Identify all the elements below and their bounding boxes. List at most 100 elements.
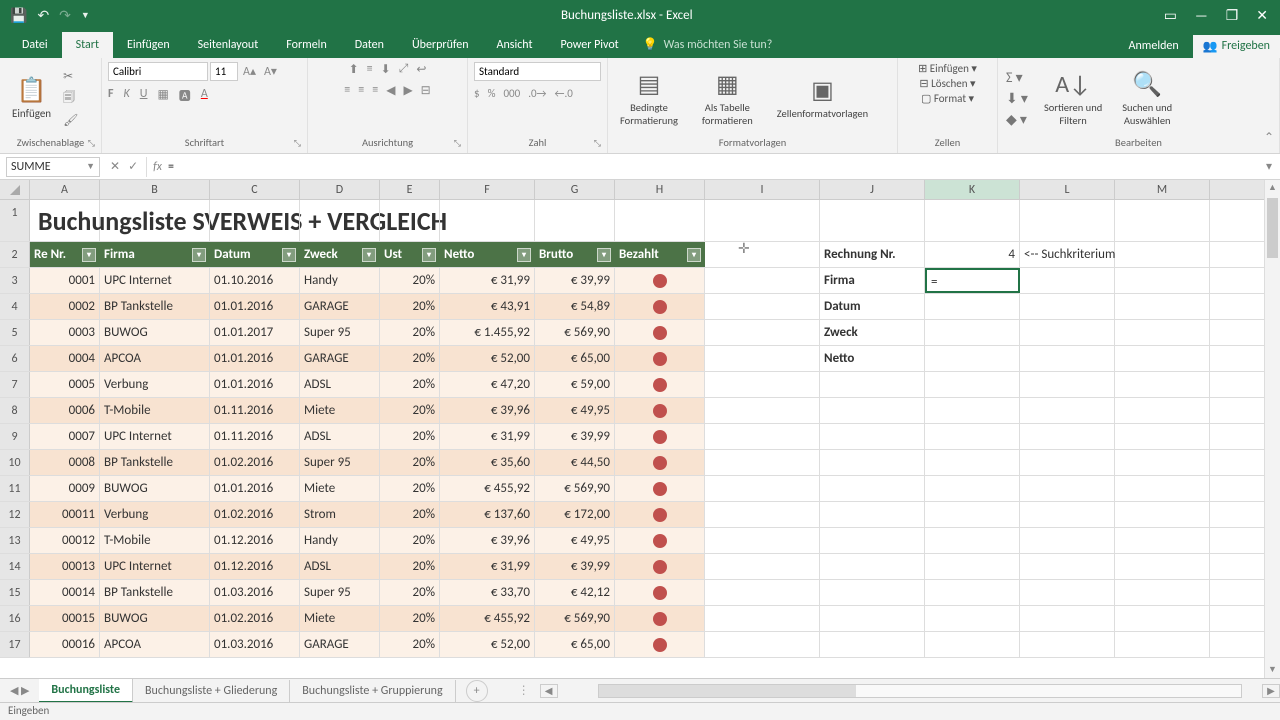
cell[interactable]: 20%: [380, 606, 440, 631]
cell[interactable]: 0005: [30, 372, 100, 397]
cell[interactable]: € 137,60: [440, 502, 535, 527]
sheet-nav-icon[interactable]: ◀ ▶: [0, 684, 39, 697]
cell[interactable]: 20%: [380, 268, 440, 293]
cell[interactable]: [705, 294, 820, 319]
cell[interactable]: [925, 476, 1020, 501]
cell[interactable]: [210, 200, 300, 241]
scroll-down-icon[interactable]: ▼: [1265, 662, 1280, 678]
row-header[interactable]: 15: [0, 580, 30, 605]
cell[interactable]: [1020, 346, 1115, 371]
cell[interactable]: [1115, 294, 1210, 319]
cell[interactable]: [705, 242, 820, 267]
cell[interactable]: 01.10.2016: [210, 268, 300, 293]
cell[interactable]: [925, 398, 1020, 423]
fx-icon[interactable]: fx: [147, 160, 168, 174]
decrease-font-icon[interactable]: A▾: [261, 64, 280, 79]
cell[interactable]: [615, 632, 705, 657]
cell[interactable]: [1115, 450, 1210, 475]
clear-icon[interactable]: ◆ ▾: [1006, 111, 1028, 128]
cell[interactable]: [615, 398, 705, 423]
cell[interactable]: [1115, 200, 1210, 241]
row-header[interactable]: 9: [0, 424, 30, 449]
tab-file[interactable]: Datei: [8, 32, 62, 58]
cell[interactable]: € 1.455,92: [440, 320, 535, 345]
cell[interactable]: 20%: [380, 346, 440, 371]
cell[interactable]: 00012: [30, 528, 100, 553]
cell[interactable]: [1020, 632, 1115, 657]
column-header-L[interactable]: L: [1020, 180, 1115, 199]
cell[interactable]: 20%: [380, 398, 440, 423]
row-header[interactable]: 3: [0, 268, 30, 293]
cell[interactable]: 20%: [380, 450, 440, 475]
cell[interactable]: € 49,95: [535, 398, 615, 423]
cell[interactable]: Datum: [820, 294, 925, 319]
cell[interactable]: 01.02.2016: [210, 606, 300, 631]
cell[interactable]: ADSL: [300, 554, 380, 579]
format-as-table-button[interactable]: ▦Als Tabelle formatieren: [696, 68, 759, 129]
cell[interactable]: [1115, 346, 1210, 371]
horizontal-scrollbar[interactable]: [598, 684, 1242, 698]
cell[interactable]: UPC Internet: [100, 554, 210, 579]
cell[interactable]: [1115, 424, 1210, 449]
cell[interactable]: [705, 632, 820, 657]
underline-button[interactable]: U: [140, 87, 148, 104]
cell[interactable]: [1020, 268, 1115, 293]
cancel-formula-icon[interactable]: ✕: [110, 159, 120, 174]
cell[interactable]: [1020, 606, 1115, 631]
cell[interactable]: [925, 424, 1020, 449]
cell[interactable]: [1020, 424, 1115, 449]
column-header-K[interactable]: K: [925, 180, 1020, 199]
cell[interactable]: Miete: [300, 398, 380, 423]
cell[interactable]: [1115, 476, 1210, 501]
decrease-decimal-icon[interactable]: ←.0: [555, 87, 573, 100]
tab-insert[interactable]: Einfügen: [113, 32, 184, 58]
cell[interactable]: [705, 200, 820, 241]
bold-button[interactable]: F: [108, 87, 114, 104]
cell[interactable]: 4: [925, 242, 1020, 267]
cell[interactable]: [820, 398, 925, 423]
row-header[interactable]: 7: [0, 372, 30, 397]
cell[interactable]: € 39,96: [440, 398, 535, 423]
cell[interactable]: [1115, 372, 1210, 397]
cell[interactable]: [1115, 242, 1210, 267]
find-select-button[interactable]: 🔍Suchen und Auswählen: [1116, 68, 1178, 129]
namebox-dropdown-icon[interactable]: ▼: [86, 161, 95, 172]
cell[interactable]: 20%: [380, 554, 440, 579]
cell[interactable]: [925, 294, 1020, 319]
cell[interactable]: 0001: [30, 268, 100, 293]
border-icon[interactable]: ▦: [157, 87, 168, 104]
cell[interactable]: [1020, 398, 1115, 423]
cell[interactable]: ADSL: [300, 424, 380, 449]
cell[interactable]: [820, 580, 925, 605]
filter-icon[interactable]: ▾: [517, 248, 531, 262]
cell[interactable]: € 31,99: [440, 554, 535, 579]
cell[interactable]: [820, 528, 925, 553]
fill-icon[interactable]: ⬇ ▾: [1006, 90, 1028, 107]
cell[interactable]: [1115, 606, 1210, 631]
cell[interactable]: € 39,99: [535, 268, 615, 293]
column-header-H[interactable]: H: [615, 180, 705, 199]
cell[interactable]: € 47,20: [440, 372, 535, 397]
cell[interactable]: 20%: [380, 632, 440, 657]
cut-icon[interactable]: ✂: [63, 69, 78, 84]
cell[interactable]: [820, 476, 925, 501]
signin-button[interactable]: Anmelden: [1119, 34, 1189, 58]
cell[interactable]: [615, 502, 705, 527]
minimize-icon[interactable]: —: [1195, 7, 1208, 24]
cell[interactable]: BUWOG: [100, 476, 210, 501]
cell[interactable]: 20%: [380, 424, 440, 449]
accept-formula-icon[interactable]: ✓: [128, 159, 138, 174]
column-header-M[interactable]: M: [1115, 180, 1210, 199]
column-header-C[interactable]: C: [210, 180, 300, 199]
vertical-scrollbar[interactable]: ▲ ▼: [1264, 180, 1280, 678]
expand-formula-bar-icon[interactable]: ▾: [1258, 159, 1280, 174]
cell[interactable]: 0009: [30, 476, 100, 501]
cell[interactable]: 0006: [30, 398, 100, 423]
cell[interactable]: [820, 606, 925, 631]
cell[interactable]: [1115, 502, 1210, 527]
copy-icon[interactable]: 🗐: [63, 88, 78, 109]
indent-decrease-icon[interactable]: ◀: [386, 83, 395, 98]
cell[interactable]: [925, 346, 1020, 371]
row-header[interactable]: 13: [0, 528, 30, 553]
cell[interactable]: [615, 424, 705, 449]
